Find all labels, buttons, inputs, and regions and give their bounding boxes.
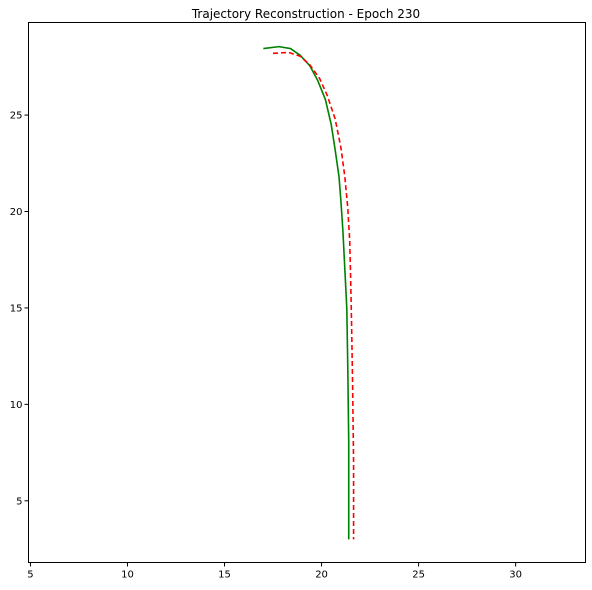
y-tick-label: 20 [10, 207, 23, 218]
y-tick-label: 25 [10, 111, 23, 122]
y-tick-label: 10 [10, 400, 23, 411]
series-line-2 [272, 51, 355, 540]
x-tick-label: 25 [412, 570, 425, 581]
plot-area [263, 45, 355, 540]
y-tick-label: 15 [10, 303, 23, 314]
x-tick-label: 10 [121, 570, 134, 581]
x-tick-label: 20 [315, 570, 328, 581]
y-tick-label: 5 [16, 496, 22, 507]
y-axis: 5 10 15 20 25 [10, 111, 29, 507]
series-line-1 [263, 45, 350, 540]
chart-title: Trajectory Reconstruction - Epoch 230 [191, 7, 420, 21]
x-tick-label: 15 [218, 570, 231, 581]
plot-frame [28, 22, 586, 563]
x-axis: 5 10 15 20 25 30 [27, 562, 522, 581]
x-tick-label: 5 [27, 570, 33, 581]
x-tick-label: 30 [509, 570, 522, 581]
